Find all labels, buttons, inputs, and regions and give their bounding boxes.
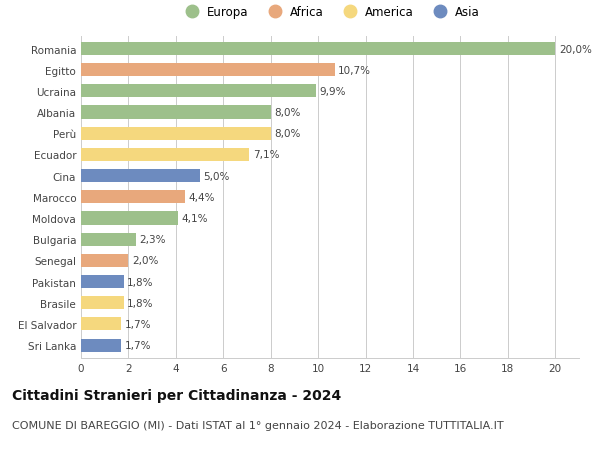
Bar bbox=[81, 254, 128, 267]
Text: 8,0%: 8,0% bbox=[274, 129, 301, 139]
Bar bbox=[81, 275, 124, 288]
Bar bbox=[81, 106, 271, 119]
Text: Cittadini Stranieri per Cittadinanza - 2024: Cittadini Stranieri per Cittadinanza - 2… bbox=[12, 388, 341, 402]
Bar bbox=[81, 339, 121, 352]
Bar bbox=[81, 170, 200, 183]
Text: 2,3%: 2,3% bbox=[139, 235, 166, 245]
Text: COMUNE DI BAREGGIO (MI) - Dati ISTAT al 1° gennaio 2024 - Elaborazione TUTTITALI: COMUNE DI BAREGGIO (MI) - Dati ISTAT al … bbox=[12, 420, 503, 430]
Bar bbox=[81, 43, 555, 56]
Legend: Europa, Africa, America, Asia: Europa, Africa, America, Asia bbox=[180, 6, 480, 19]
Text: 4,1%: 4,1% bbox=[182, 213, 208, 224]
Bar bbox=[81, 191, 185, 204]
Text: 1,8%: 1,8% bbox=[127, 277, 154, 287]
Bar bbox=[81, 149, 250, 162]
Text: 8,0%: 8,0% bbox=[274, 108, 301, 118]
Text: 1,8%: 1,8% bbox=[127, 298, 154, 308]
Bar bbox=[81, 233, 136, 246]
Text: 2,0%: 2,0% bbox=[132, 256, 158, 266]
Text: 4,4%: 4,4% bbox=[189, 192, 215, 202]
Text: 1,7%: 1,7% bbox=[125, 319, 151, 329]
Bar bbox=[81, 297, 124, 310]
Text: 1,7%: 1,7% bbox=[125, 340, 151, 350]
Text: 7,1%: 7,1% bbox=[253, 150, 280, 160]
Text: 5,0%: 5,0% bbox=[203, 171, 230, 181]
Bar bbox=[81, 128, 271, 140]
Bar bbox=[81, 64, 335, 77]
Text: 9,9%: 9,9% bbox=[319, 87, 346, 97]
Bar bbox=[81, 318, 121, 331]
Bar bbox=[81, 212, 178, 225]
Text: 10,7%: 10,7% bbox=[338, 66, 371, 76]
Text: 20,0%: 20,0% bbox=[559, 45, 592, 55]
Bar bbox=[81, 85, 316, 98]
